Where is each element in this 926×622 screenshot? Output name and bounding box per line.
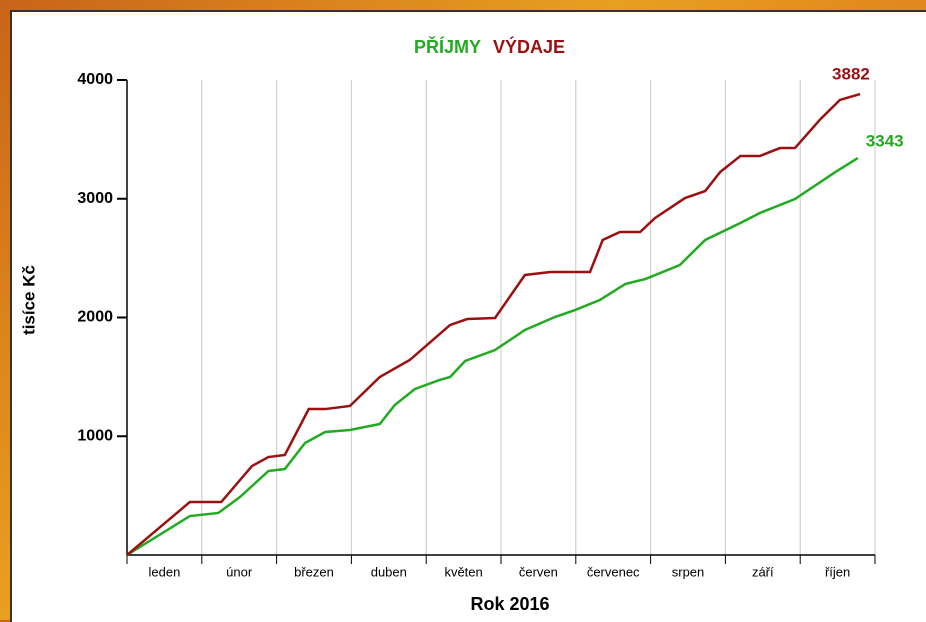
legend-entry: VÝDAJE — [493, 36, 565, 57]
x-tick-label: červenec — [587, 564, 640, 579]
end-value-label: 3343 — [866, 132, 904, 151]
y-tick-label: 4000 — [77, 71, 113, 88]
x-tick-label: říjen — [825, 564, 850, 579]
x-tick-label: duben — [371, 564, 407, 579]
series-line — [127, 94, 860, 555]
end-value-label: 3882 — [832, 64, 870, 83]
x-tick-label: červen — [519, 564, 558, 579]
y-tick-label: 1000 — [77, 427, 113, 444]
y-axis-label: tisíce Kč — [19, 265, 38, 335]
y-tick-label: 3000 — [77, 190, 113, 207]
x-tick-label: srpen — [672, 564, 705, 579]
series-line — [127, 158, 858, 555]
x-tick-label: září — [752, 564, 774, 579]
x-axis-label: Rok 2016 — [470, 594, 549, 614]
chart: tisíce Kč Rok 2016 leden únor březen duben k… — [0, 0, 926, 620]
x-tick-label: květen — [444, 564, 482, 579]
x-tick-label: leden — [148, 564, 180, 579]
y-tick-label: 2000 — [77, 309, 113, 326]
x-tick-label: únor — [226, 564, 253, 579]
legend-entry: PŘÍJMY — [414, 36, 481, 57]
page: tisíce Kč Rok 2016 leden únor březen duben k… — [0, 0, 926, 620]
x-tick-label: březen — [294, 564, 334, 579]
